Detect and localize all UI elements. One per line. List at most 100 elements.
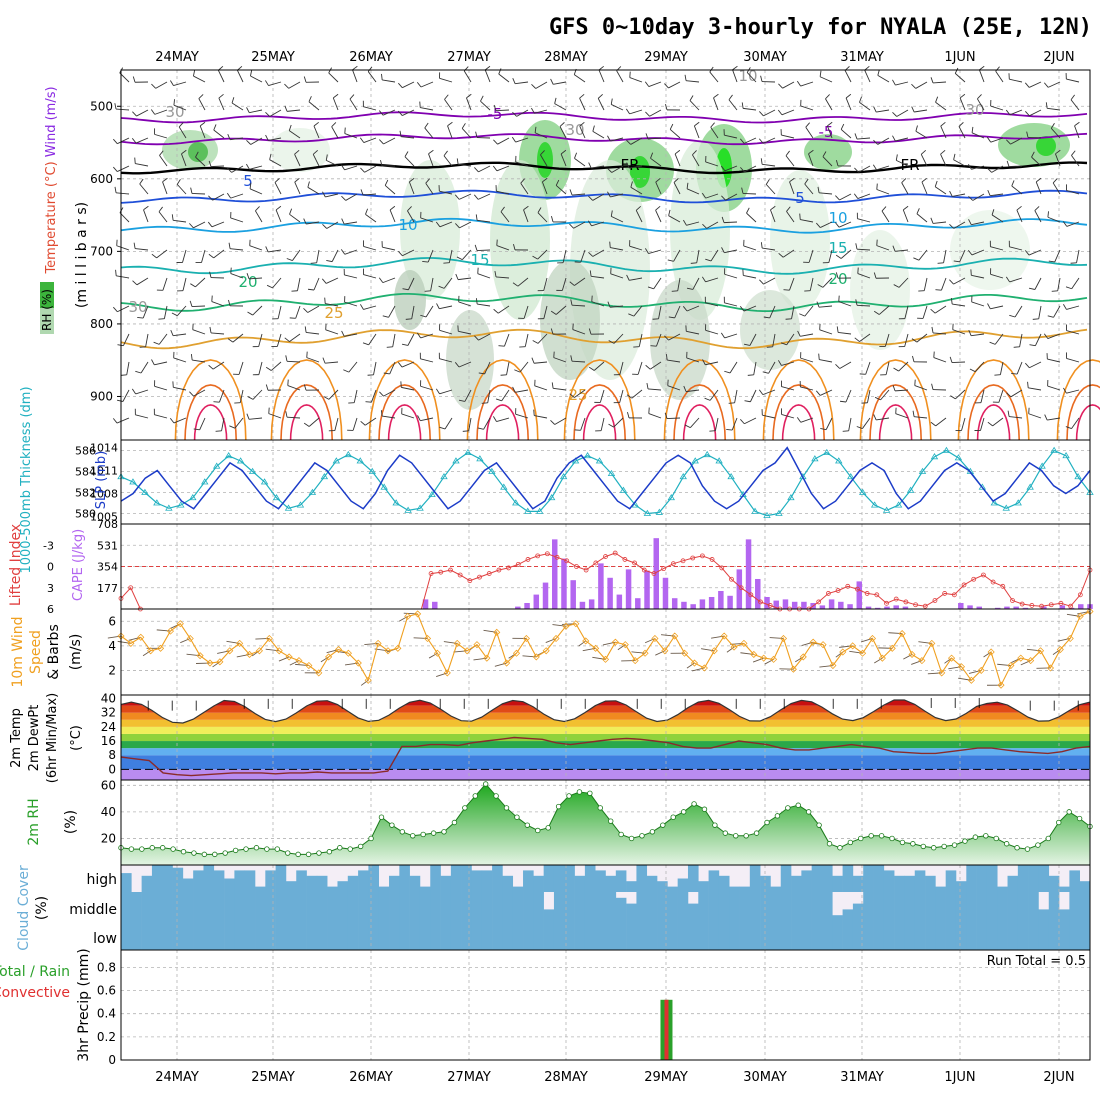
wind-barb-flag bbox=[607, 167, 613, 173]
cloud-bar bbox=[172, 892, 184, 921]
wind-barb-flag bbox=[646, 382, 649, 390]
wind-barb-flag bbox=[151, 359, 155, 365]
boundary-layer-isotherm bbox=[878, 404, 913, 441]
wind-barb bbox=[709, 389, 719, 401]
wind-barb bbox=[597, 98, 605, 111]
cloud-bar bbox=[1059, 909, 1070, 921]
cape-bar bbox=[782, 599, 789, 609]
wind-barb bbox=[238, 361, 244, 375]
cloud-bar bbox=[553, 865, 565, 892]
cloud-bar bbox=[553, 921, 565, 950]
wind-barb-flag bbox=[380, 159, 383, 167]
wind-barb bbox=[496, 190, 510, 195]
wind-barb bbox=[484, 69, 491, 83]
wind-barb bbox=[459, 221, 472, 229]
thickness-marker bbox=[763, 511, 771, 518]
wind-barb-flag bbox=[284, 105, 288, 112]
wind-barb bbox=[884, 333, 890, 347]
wind-barb bbox=[478, 165, 491, 173]
thickness-marker bbox=[524, 507, 532, 514]
bottom-date-label: 2JUN bbox=[1043, 1070, 1074, 1085]
cape-bar bbox=[967, 605, 973, 609]
cloud-bar bbox=[378, 886, 390, 892]
wind-barb-flag bbox=[312, 150, 318, 155]
wind-speed-marker bbox=[789, 665, 797, 673]
wind-barb bbox=[116, 417, 130, 424]
wind-barb-flag bbox=[839, 400, 847, 403]
contour-label: -5 bbox=[819, 123, 834, 141]
rh-marker bbox=[691, 801, 697, 807]
wind-barb-flag bbox=[598, 65, 604, 71]
wind-barb bbox=[990, 105, 1004, 111]
wind-barb bbox=[439, 305, 453, 310]
cloud-bar bbox=[801, 870, 812, 892]
wind-speed-marker bbox=[423, 634, 432, 643]
rh-marker bbox=[566, 793, 572, 799]
cloud-bar bbox=[997, 892, 1008, 921]
top-date-label: 27MAY bbox=[447, 50, 491, 65]
y-tick-label: 0.6 bbox=[97, 984, 116, 998]
cloud-bar bbox=[213, 870, 225, 892]
wind-barb-flag bbox=[303, 422, 310, 427]
wind-barb bbox=[500, 211, 510, 223]
wind-barb-flag bbox=[178, 122, 184, 128]
li-tick-label: 0 bbox=[47, 561, 54, 574]
wind-barb-flag bbox=[331, 122, 337, 127]
wind-barb bbox=[895, 137, 909, 142]
cloud-bar bbox=[1079, 921, 1091, 950]
thickness-marker bbox=[703, 450, 711, 458]
wind-barb bbox=[140, 361, 149, 374]
wind-barb bbox=[781, 361, 795, 366]
wind-barb bbox=[845, 389, 852, 403]
wind-barb bbox=[689, 100, 700, 111]
rh-marker bbox=[743, 833, 749, 839]
wind-barb bbox=[154, 385, 168, 391]
wind-barb bbox=[591, 165, 605, 169]
lifted-index-marker bbox=[932, 598, 938, 603]
wind-barb bbox=[278, 656, 290, 662]
wind-barb-flag bbox=[916, 208, 920, 214]
wind-barb-flag bbox=[664, 412, 668, 419]
lifted-index-marker bbox=[467, 578, 473, 584]
wind-barb-flag bbox=[249, 182, 252, 189]
wind-barb bbox=[752, 657, 764, 663]
wind-barb bbox=[162, 277, 168, 291]
wind-barb bbox=[176, 305, 187, 316]
wind-barb-flag bbox=[112, 418, 118, 424]
cloud-bar bbox=[533, 892, 544, 921]
rh-marker bbox=[837, 845, 843, 851]
cape-bar bbox=[958, 602, 964, 609]
wind-barb bbox=[1055, 153, 1061, 167]
wind-barb-flag bbox=[1016, 205, 1022, 211]
wind-barb-flag bbox=[438, 285, 445, 289]
rh-marker bbox=[493, 793, 499, 799]
wind-barb-flag bbox=[783, 289, 790, 291]
wind-barb bbox=[980, 389, 985, 403]
wind-barb-flag bbox=[1052, 178, 1058, 184]
wind-barb-flag bbox=[531, 83, 537, 89]
wind-barb bbox=[143, 209, 149, 223]
wind-barb-flag bbox=[189, 300, 193, 307]
wind-barb-flag bbox=[132, 76, 136, 83]
wind-barb bbox=[819, 359, 833, 363]
wind-barb-flag bbox=[181, 149, 187, 155]
wind-barb-flag bbox=[968, 329, 972, 336]
wind-barb-flag bbox=[153, 341, 160, 345]
wind-barb bbox=[269, 109, 282, 117]
wind-barb-flag bbox=[854, 337, 860, 342]
wind-barb-flag bbox=[416, 332, 421, 339]
wind-barb bbox=[230, 217, 244, 223]
wind-barb-flag bbox=[250, 70, 253, 77]
wind-barb-flag bbox=[435, 221, 441, 228]
cloud-bar bbox=[285, 881, 297, 892]
wind-barb-flag bbox=[559, 122, 565, 127]
wind-barb-flag bbox=[935, 96, 939, 103]
contour-label: 20 bbox=[828, 270, 847, 288]
wind-barb-flag bbox=[462, 430, 469, 432]
lifted-index-marker bbox=[767, 603, 773, 608]
cloud-bar bbox=[935, 886, 946, 892]
cloud-bar bbox=[1038, 865, 1050, 892]
rh-marker bbox=[774, 813, 781, 819]
thickness-marker bbox=[787, 493, 795, 501]
cape-bar bbox=[616, 594, 623, 609]
